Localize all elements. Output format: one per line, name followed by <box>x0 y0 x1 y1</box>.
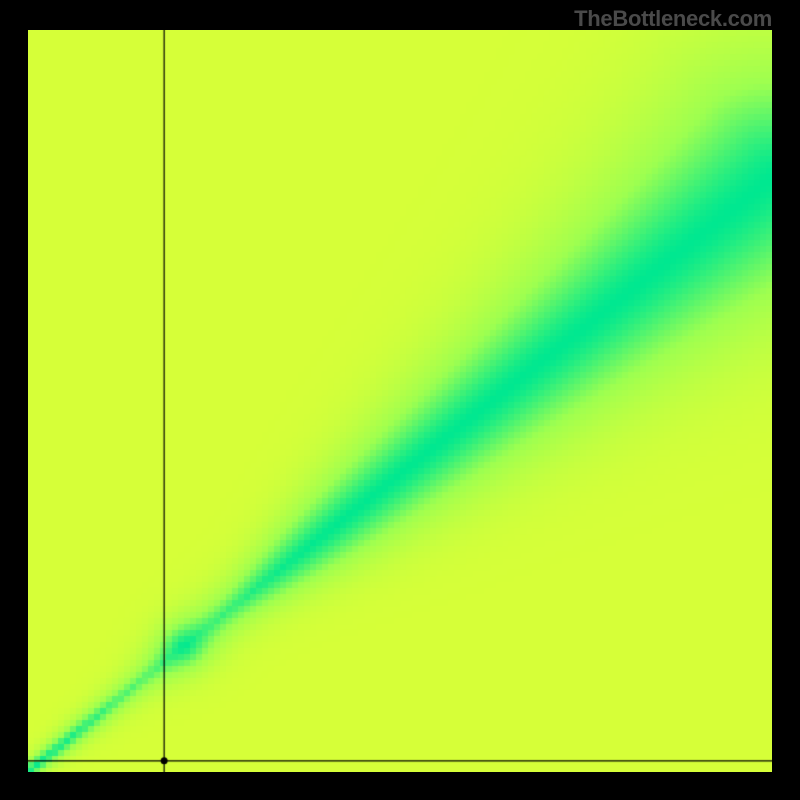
watermark-text: TheBottleneck.com <box>574 6 772 32</box>
heatmap-plot <box>28 30 772 772</box>
chart-container: TheBottleneck.com <box>0 0 800 800</box>
